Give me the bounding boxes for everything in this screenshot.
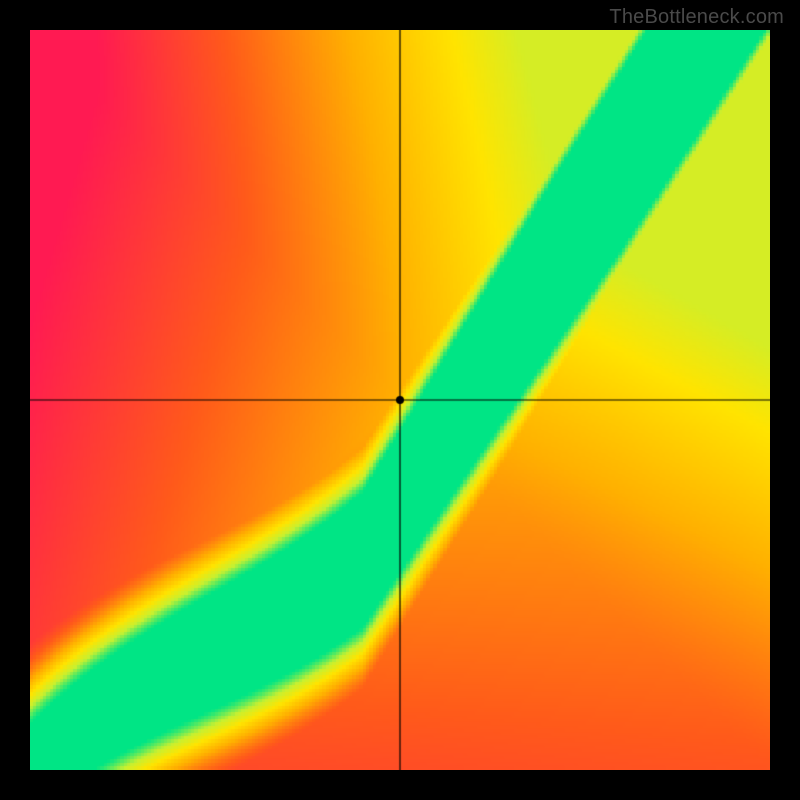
watermark-text: TheBottleneck.com	[609, 6, 784, 29]
heatmap-canvas	[30, 30, 770, 770]
chart-container: TheBottleneck.com	[0, 0, 800, 800]
